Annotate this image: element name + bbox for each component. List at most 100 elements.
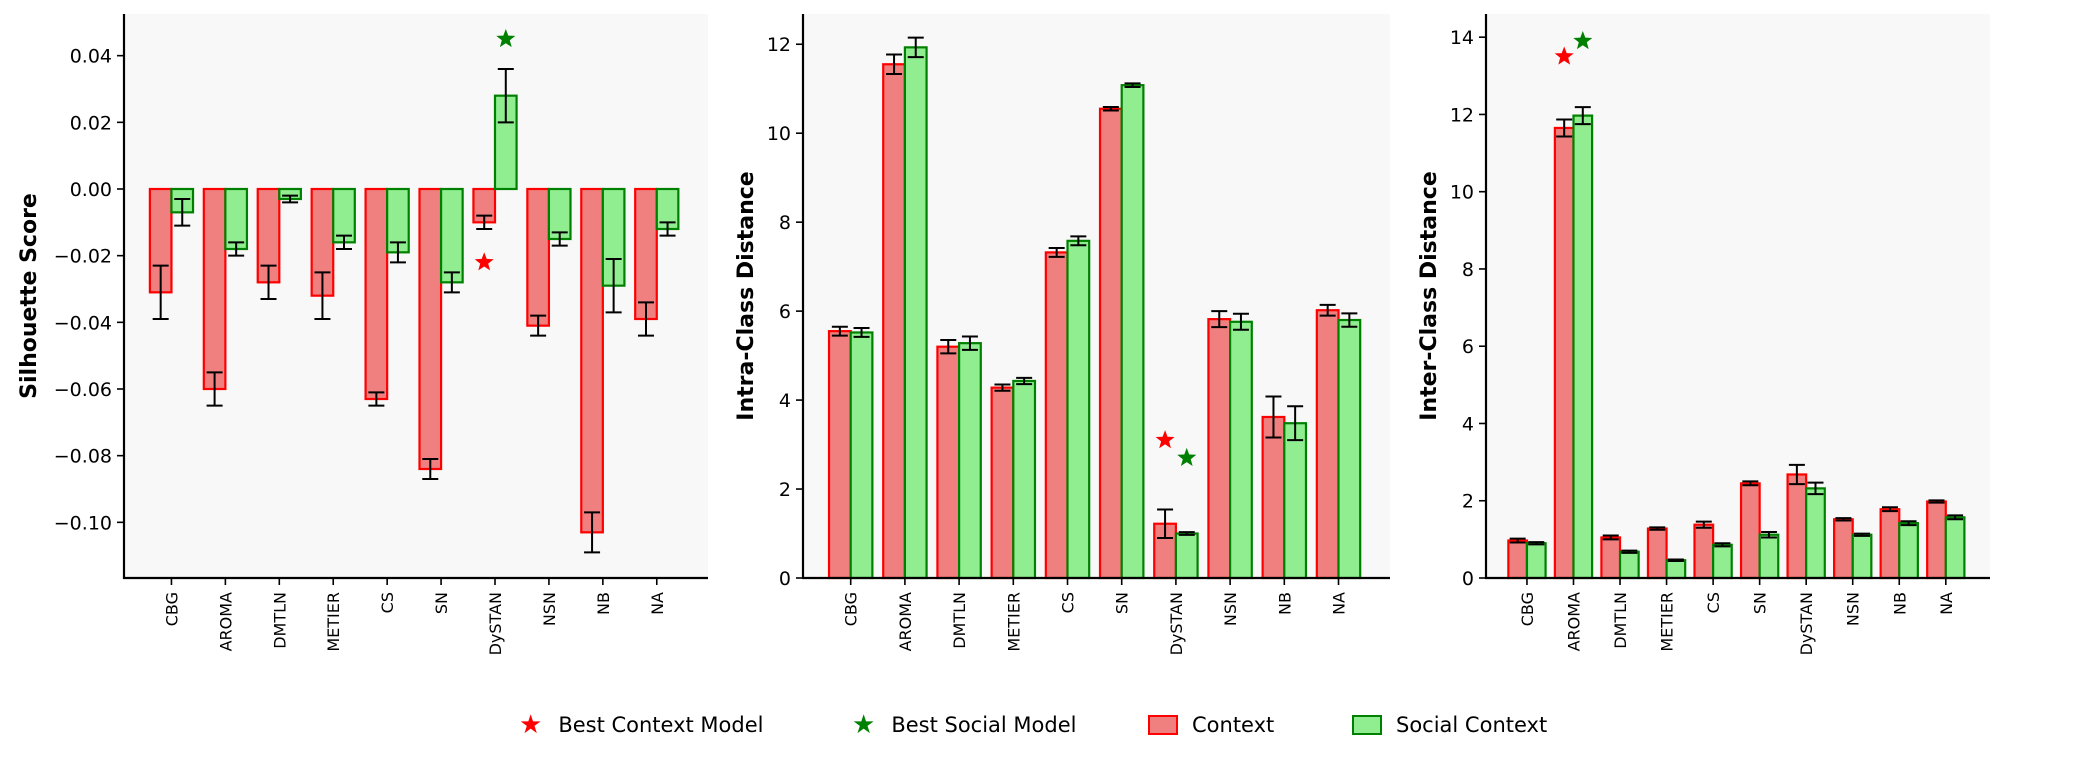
context-bar-NB <box>580 187 604 534</box>
green-star-icon: ★ <box>852 710 876 740</box>
y-tick-label: 14 <box>1450 27 1474 49</box>
x-tick-label-NA: NA <box>648 592 667 615</box>
legend-item-best-social: ★ Best Social Model <box>852 700 1076 750</box>
x-tick-label-SN: SN <box>1751 592 1770 614</box>
red-star-icon: ★ <box>519 710 543 740</box>
context-bar-CS <box>1693 523 1715 580</box>
social-context-bar-CBG <box>849 331 874 580</box>
context-bar-AROMA <box>882 63 906 580</box>
social-context-bar-NSN <box>1851 533 1873 580</box>
x-tick-label-NSN: NSN <box>1221 592 1240 626</box>
x-tick-label-CBG: CBG <box>842 592 861 626</box>
context-bar-AROMA <box>202 187 227 391</box>
x-tick-label-DySTAN: DySTAN <box>1797 592 1816 655</box>
context-bar-CS <box>364 187 389 401</box>
x-tick-label-DySTAN: DySTAN <box>1167 592 1186 655</box>
best-context-star <box>1155 430 1175 449</box>
x-tick-label-NSN: NSN <box>540 592 559 626</box>
social-context-bar-NA <box>1944 516 1966 580</box>
social-context-bar-AROMA <box>903 46 928 580</box>
context-bar-NB <box>1879 508 1901 580</box>
x-tick-label-DMTLN: DMTLN <box>950 592 969 649</box>
legend-item-best-context: ★ Best Context Model <box>519 700 763 750</box>
y-tick-label: −0.10 <box>54 512 112 534</box>
social-swatch <box>1352 715 1382 735</box>
best-context-star <box>1554 46 1574 65</box>
best-social-star <box>1573 31 1593 50</box>
y-tick-label: −0.04 <box>54 312 112 334</box>
context-bar-NA <box>634 187 658 321</box>
context-bar-NSN <box>526 187 551 327</box>
y-tick-label: 6 <box>779 301 791 323</box>
context-bar-SN <box>1739 482 1761 580</box>
social-context-bar-SN <box>1120 84 1145 580</box>
x-tick-label-DySTAN: DySTAN <box>486 592 505 655</box>
y-tick-label: 2 <box>1462 491 1474 513</box>
x-tick-label-SN: SN <box>432 592 451 614</box>
social-context-bar-NB <box>1283 422 1308 580</box>
y-tick-label: −0.02 <box>54 246 112 268</box>
x-tick-label-METIER: METIER <box>324 592 343 652</box>
context-bar-NSN <box>1207 318 1232 580</box>
context-bar-NA <box>1926 500 1947 580</box>
y-tick-label: −0.06 <box>54 379 112 401</box>
y-tick-label: 8 <box>779 212 791 234</box>
social-context-bar-NA <box>1337 318 1362 580</box>
social-context-bar-DySTAN <box>1805 487 1826 580</box>
social-context-bar-NSN <box>1229 320 1253 580</box>
context-bar-NSN <box>1832 518 1854 580</box>
social-context-bar-DMTLN <box>1618 550 1640 580</box>
social-context-bar-DySTAN <box>1174 532 1199 580</box>
x-tick-label-NB: NB <box>594 592 613 615</box>
subplot-2: 0 2 4 6 8 10 12 CBG AROMA DMTLN METIER CS SN DySTAN NS… <box>734 14 1390 655</box>
legend-item-context: Context <box>1148 700 1274 750</box>
y-tick-label: 12 <box>767 34 791 56</box>
context-bar-METIER <box>1646 527 1668 580</box>
y-tick-label: 0.00 <box>70 179 112 201</box>
x-tick-label-AROMA: AROMA <box>1564 592 1583 651</box>
context-bar-METIER <box>990 386 1015 580</box>
y-tick-label: 12 <box>1450 104 1474 126</box>
social-context-bar-AROMA <box>1572 114 1594 580</box>
context-bar-DMTLN <box>936 345 961 580</box>
x-tick-label-CS: CS <box>1704 592 1723 613</box>
y-axis-label: Silhouette Score <box>17 193 42 399</box>
legend: ★ Best Context Model ★ Best Social Model… <box>0 700 2085 750</box>
context-swatch <box>1148 715 1178 735</box>
y-tick-label: 0.04 <box>70 46 112 68</box>
x-tick-label-DMTLN: DMTLN <box>1611 592 1630 649</box>
y-tick-label: 2 <box>779 479 791 501</box>
social-context-bar-SN <box>1758 533 1780 580</box>
y-tick-label: 10 <box>767 123 791 145</box>
legend-label: Context <box>1192 713 1275 737</box>
context-bar-SN <box>1098 107 1123 580</box>
context-bar-AROMA <box>1553 126 1575 580</box>
legend-item-social: Social Context <box>1352 700 1547 750</box>
social-context-bar-DMTLN <box>957 342 982 580</box>
x-tick-label-NB: NB <box>1890 592 1909 615</box>
context-bar-DMTLN <box>1600 536 1622 580</box>
social-context-bar-METIER <box>1012 379 1037 580</box>
context-bar-NB <box>1261 415 1286 580</box>
y-tick-label: 10 <box>1450 182 1474 204</box>
x-tick-label-METIER: METIER <box>1004 592 1023 652</box>
social-context-bar-METIER <box>1665 559 1687 580</box>
best-social-star <box>496 29 516 48</box>
best-context-star <box>474 252 494 271</box>
x-tick-label-AROMA: AROMA <box>216 592 235 651</box>
context-bar-NA <box>1315 309 1340 580</box>
chart-figure: −0.10 −0.08 −0.06 −0.04 −0.02 0.00 0.02 0.04 CBG… <box>17 14 1990 655</box>
y-tick-label: 4 <box>1462 413 1474 435</box>
y-tick-label: 0 <box>779 568 791 590</box>
legend-label: Best Context Model <box>558 713 764 737</box>
x-tick-label-AROMA: AROMA <box>896 592 915 651</box>
y-tick-label: −0.08 <box>54 446 112 468</box>
context-bar-CBG <box>1507 539 1529 580</box>
x-tick-label-CS: CS <box>378 592 397 613</box>
context-bar-CS <box>1044 251 1069 580</box>
x-tick-label-NA: NA <box>1330 592 1349 615</box>
social-context-bar-AROMA <box>224 187 249 251</box>
x-tick-label-METIER: METIER <box>1658 592 1677 652</box>
x-tick-label-NA: NA <box>1937 592 1956 615</box>
subplot-1: −0.10 −0.08 −0.06 −0.04 −0.02 0.00 0.02 0.04 CBG… <box>17 14 708 655</box>
